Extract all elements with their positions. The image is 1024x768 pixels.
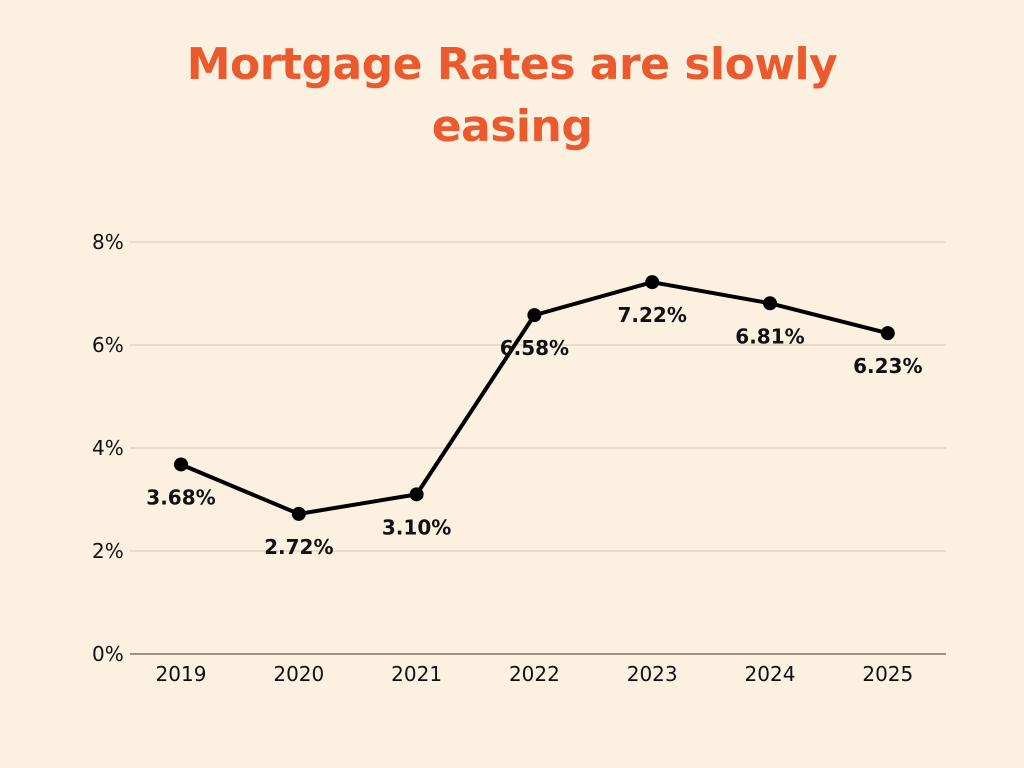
x-tick-label-2022: 2022 bbox=[509, 662, 560, 686]
data-point-2024 bbox=[763, 296, 777, 311]
data-point-2020 bbox=[291, 506, 306, 521]
data-point-2019 bbox=[174, 457, 188, 472]
data-label-2025: 6.23% bbox=[853, 354, 922, 378]
x-tick-label-2025: 2025 bbox=[862, 662, 913, 686]
chart-title-line-2: easing bbox=[431, 101, 593, 152]
data-point-2021 bbox=[409, 487, 424, 502]
axes: 0% 2% 4% 6% 8% 2019 2020 2021 2022 2023 2024 2025 bbox=[92, 230, 946, 686]
y-tick-label-4: 4% bbox=[92, 436, 124, 460]
grid-lines bbox=[130, 241, 946, 552]
data-label-2020: 2.72% bbox=[264, 535, 333, 559]
y-tick-label-6: 6% bbox=[92, 333, 124, 357]
data-label-2023: 7.22% bbox=[618, 303, 687, 327]
x-tick-label-2019: 2019 bbox=[156, 662, 207, 686]
data-label-2019: 3.68% bbox=[146, 485, 215, 509]
y-tick-label-8: 8% bbox=[92, 230, 124, 254]
chart-title-line-1: Mortgage Rates are slowly bbox=[186, 39, 838, 90]
x-tick-label-2023: 2023 bbox=[627, 662, 678, 686]
y-tick-label-0: 0% bbox=[92, 642, 124, 666]
data-labels: 3.68% 2.72% 3.10% 6.58% 7.22% 6.81% 6.23% bbox=[146, 303, 922, 559]
x-tick-label-2021: 2021 bbox=[391, 662, 442, 686]
x-tick-label-2020: 2020 bbox=[273, 662, 324, 686]
chart-title: Mortgage Rates are slowly easing bbox=[112, 34, 912, 158]
data-label-2022: 6.58% bbox=[500, 336, 569, 360]
data-point-2025 bbox=[880, 326, 895, 341]
x-tick-label-2024: 2024 bbox=[745, 662, 796, 686]
series-mortgage-rate bbox=[174, 275, 895, 521]
data-label-2024: 6.81% bbox=[735, 324, 804, 348]
data-label-2021: 3.10% bbox=[382, 515, 451, 539]
data-point-2023 bbox=[645, 275, 660, 290]
data-point-2022 bbox=[527, 308, 542, 323]
y-tick-label-2: 2% bbox=[92, 539, 124, 563]
